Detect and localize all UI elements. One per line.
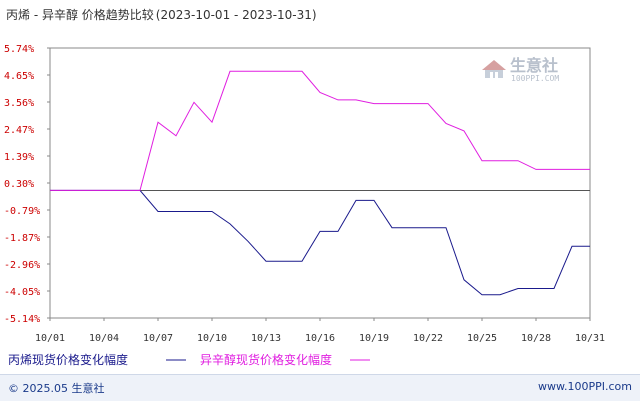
legend-label-isooctanol: 异辛醇现货价格变化幅度	[200, 352, 332, 367]
y-tick-label: 2.47%	[4, 125, 34, 136]
series-line-propylene	[50, 189, 590, 296]
footer-copyright: © 2025.05 生意社	[8, 382, 105, 395]
chart-title-date-range: (2023-10-01 - 2023-10-31)	[156, 8, 317, 22]
y-tick-label: -5.14%	[4, 314, 40, 325]
watermark-logo: 生意社 100PPI.COM	[482, 56, 559, 83]
y-tick-label: -2.96%	[4, 260, 40, 271]
x-tick-label: 10/01	[35, 333, 65, 344]
y-axis-ticks: 5.74% 4.65% 3.56% 2.47% 1.39% 0.30% -0.79% -1.8…	[4, 44, 50, 325]
house-icon	[482, 60, 506, 78]
y-tick-label: 4.65%	[4, 71, 34, 82]
series-line-isooctanol	[50, 70, 590, 191]
y-tick-label: 0.30%	[4, 179, 34, 190]
legend-label-propylene: 丙烯现货价格变化幅度	[8, 352, 128, 367]
x-tick-label: 10/25	[467, 333, 497, 344]
y-tick-label: -4.05%	[4, 287, 40, 298]
x-tick-label: 10/16	[305, 333, 335, 344]
x-tick-label: 10/28	[521, 333, 551, 344]
y-tick-label: 5.74%	[4, 44, 34, 55]
plot-border	[49, 47, 591, 319]
legend: 丙烯现货价格变化幅度 异辛醇现货价格变化幅度	[8, 352, 370, 367]
x-tick-label: 10/19	[359, 333, 389, 344]
y-tick-label: -0.79%	[4, 206, 40, 217]
x-axis-ticks: 10/01 10/04 10/07 10/10 10/13 10/16 10/19 10/22…	[35, 318, 605, 344]
y-tick-label: -1.87%	[4, 233, 40, 244]
x-tick-label: 10/07	[143, 333, 173, 344]
x-tick-label: 10/10	[197, 333, 227, 344]
watermark-url: 100PPI.COM	[511, 74, 559, 83]
chart-svg: 丙烯 - 异辛醇 价格趋势比较 (2023-10-01 - 2023-10-31)…	[4, 7, 605, 367]
y-tick-label: 3.56%	[4, 98, 34, 109]
x-tick-label: 10/31	[575, 333, 605, 344]
watermark-name: 生意社	[510, 56, 558, 75]
footer: © 2025.05 生意社 www.100PPI.com	[0, 374, 640, 401]
x-tick-label: 10/13	[251, 333, 281, 344]
y-tick-label: 1.39%	[4, 152, 34, 163]
x-tick-label: 10/22	[413, 333, 443, 344]
footer-site-link[interactable]: www.100PPI.com	[538, 380, 632, 393]
x-tick-label: 10/04	[89, 333, 119, 344]
series-lines	[50, 70, 590, 296]
chart-title: 丙烯 - 异辛醇 价格趋势比较 (2023-10-01 - 2023-10-31)	[6, 7, 317, 22]
chart-title-main: 丙烯 - 异辛醇 价格趋势比较	[6, 7, 154, 22]
